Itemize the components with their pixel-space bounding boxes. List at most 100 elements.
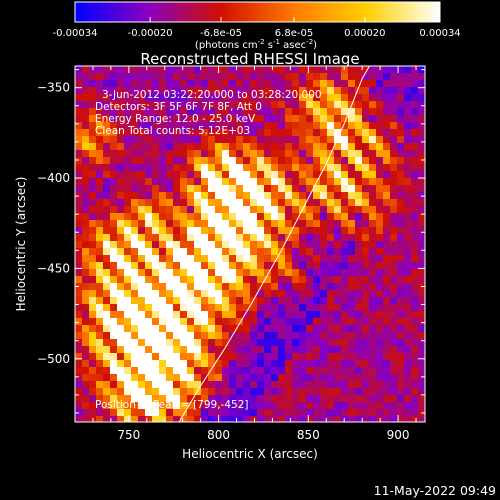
heatmap-cell — [131, 325, 139, 333]
heatmap-cell — [201, 122, 209, 130]
heatmap-cell — [327, 367, 335, 375]
heatmap-cell — [243, 269, 251, 277]
heatmap-cell — [250, 304, 258, 312]
heatmap-cell — [124, 220, 132, 228]
heatmap-cell — [341, 129, 349, 137]
heatmap-cell — [299, 150, 307, 158]
heatmap-cell — [341, 332, 349, 340]
heatmap-cell — [117, 94, 125, 102]
heatmap-cell — [82, 367, 90, 375]
heatmap-cell — [208, 416, 216, 422]
heatmap-cell — [173, 136, 181, 144]
heatmap-cell — [348, 248, 356, 256]
heatmap-cell — [222, 115, 230, 123]
heatmap-cell — [89, 374, 97, 382]
heatmap-cell — [215, 220, 223, 228]
heatmap-cell — [145, 234, 153, 242]
heatmap-cell — [285, 367, 293, 375]
heatmap-cell — [145, 192, 153, 200]
heatmap-cell — [208, 143, 216, 151]
heatmap-cell — [341, 213, 349, 221]
heatmap-cell — [75, 262, 83, 270]
heatmap-cell — [278, 262, 286, 270]
heatmap-cell — [187, 409, 195, 417]
heatmap-cell — [110, 80, 118, 88]
heatmap-cell — [229, 248, 237, 256]
observation-info: 3-Jun-2012 03:22:20.000 to 03:28:20.000D… — [95, 89, 322, 137]
heatmap-cell — [236, 171, 244, 179]
heatmap-cell — [236, 206, 244, 214]
heatmap-cell — [96, 353, 104, 361]
heatmap-cell — [229, 157, 237, 165]
heatmap-cell — [236, 220, 244, 228]
heatmap-cell — [418, 395, 425, 403]
heatmap-cell — [117, 360, 125, 368]
heatmap-cell — [215, 332, 223, 340]
heatmap-cell — [320, 73, 328, 81]
heatmap-cell — [89, 318, 97, 326]
heatmap-cell — [418, 178, 425, 186]
heatmap-cell — [236, 241, 244, 249]
heatmap-cell — [236, 318, 244, 326]
heatmap-cell — [271, 192, 279, 200]
heatmap-cell — [166, 192, 174, 200]
heatmap-cell — [201, 66, 209, 74]
heatmap-cell — [222, 353, 230, 361]
heatmap-cell — [292, 101, 300, 109]
heatmap-cell — [383, 255, 391, 263]
heatmap-cell — [236, 332, 244, 340]
heatmap-cell — [355, 262, 363, 270]
heatmap-cell — [418, 269, 425, 277]
heatmap-cell — [187, 164, 195, 172]
heatmap-cell — [271, 185, 279, 193]
heatmap-cell — [243, 101, 251, 109]
heatmap-cell — [75, 290, 83, 298]
heatmap-cell — [222, 80, 230, 88]
heatmap-cell — [418, 157, 425, 165]
heatmap-cell — [285, 206, 293, 214]
heatmap-cell — [208, 353, 216, 361]
heatmap-cell — [187, 346, 195, 354]
heatmap-cell — [243, 136, 251, 144]
heatmap-cell — [117, 409, 125, 417]
heatmap-cell — [390, 143, 398, 151]
heatmap-cell — [159, 171, 167, 179]
heatmap-cell — [117, 416, 125, 422]
heatmap-cell — [82, 255, 90, 263]
heatmap-cell — [222, 101, 230, 109]
heatmap-cell — [96, 66, 104, 74]
heatmap-cell — [257, 227, 265, 235]
heatmap-cell — [257, 262, 265, 270]
heatmap-cell — [404, 325, 412, 333]
heatmap-cell — [313, 339, 321, 347]
heatmap-cell — [96, 129, 104, 137]
heatmap-cell — [166, 395, 174, 403]
heatmap-cell — [103, 87, 111, 95]
heatmap-cell — [250, 381, 258, 389]
heatmap-cell — [327, 220, 335, 228]
heatmap-cell — [103, 199, 111, 207]
heatmap-cell — [327, 297, 335, 305]
heatmap-cell — [376, 157, 384, 165]
heatmap-cell — [271, 199, 279, 207]
info-line: Clean Total counts: 5.12E+03 — [95, 125, 250, 137]
heatmap-cell — [229, 311, 237, 319]
heatmap-cell — [418, 290, 425, 298]
heatmap-cell — [103, 143, 111, 151]
heatmap-cell — [390, 367, 398, 375]
heatmap-cell — [320, 206, 328, 214]
heatmap-cell — [334, 409, 342, 417]
heatmap-cell — [180, 101, 188, 109]
heatmap-cell — [341, 304, 349, 312]
heatmap-cell — [341, 339, 349, 347]
heatmap-cell — [103, 80, 111, 88]
heatmap-cell — [404, 66, 412, 74]
heatmap-cell — [152, 136, 160, 144]
heatmap-cell — [411, 129, 419, 137]
heatmap-cell — [117, 402, 125, 410]
heatmap-cell — [271, 332, 279, 340]
heatmap-cell — [173, 304, 181, 312]
heatmap-cell — [271, 276, 279, 284]
heatmap-cell — [110, 290, 118, 298]
heatmap-cell — [201, 395, 209, 403]
